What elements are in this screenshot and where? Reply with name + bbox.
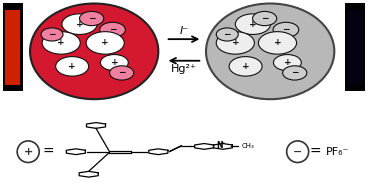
Ellipse shape (252, 11, 277, 26)
Ellipse shape (56, 57, 89, 76)
Text: +: + (110, 58, 118, 67)
Text: Hg²⁺: Hg²⁺ (171, 64, 197, 74)
Ellipse shape (206, 4, 334, 99)
Ellipse shape (216, 28, 238, 41)
Text: −: − (109, 25, 116, 34)
Text: +: + (231, 38, 239, 47)
Ellipse shape (17, 141, 39, 163)
Text: −: − (293, 147, 302, 157)
Ellipse shape (30, 4, 158, 99)
Ellipse shape (41, 28, 63, 41)
Text: +: + (57, 38, 65, 47)
Text: −: − (118, 68, 125, 77)
Text: =: = (43, 145, 54, 159)
Text: =: = (309, 145, 321, 159)
Ellipse shape (62, 14, 97, 34)
Text: N: N (217, 141, 223, 150)
Ellipse shape (100, 55, 128, 71)
Text: −: − (282, 25, 290, 34)
Text: +: + (219, 140, 225, 145)
Text: −: − (88, 14, 95, 23)
Bar (5, 10, 20, 85)
Text: PF₆⁻: PF₆⁻ (326, 147, 350, 157)
Text: +: + (284, 58, 291, 67)
Ellipse shape (110, 66, 134, 80)
Bar (345, 3, 365, 91)
Text: −: − (223, 30, 231, 39)
Ellipse shape (273, 22, 299, 37)
Text: −: − (261, 14, 268, 23)
Bar (3, 3, 23, 91)
Text: +: + (249, 20, 257, 29)
Ellipse shape (42, 32, 80, 54)
Ellipse shape (287, 141, 309, 163)
Ellipse shape (283, 66, 307, 80)
Text: +: + (68, 62, 76, 71)
Ellipse shape (79, 11, 104, 26)
Text: +: + (76, 20, 83, 29)
Text: CH₃: CH₃ (241, 143, 254, 149)
Text: +: + (101, 38, 109, 47)
Ellipse shape (273, 55, 301, 71)
Text: I⁻: I⁻ (180, 26, 188, 36)
Text: −: − (291, 68, 298, 77)
Ellipse shape (235, 14, 270, 34)
Ellipse shape (229, 57, 262, 76)
Ellipse shape (216, 32, 254, 54)
Text: −: − (48, 30, 56, 39)
Text: +: + (24, 147, 33, 157)
Ellipse shape (100, 22, 125, 37)
Ellipse shape (258, 32, 297, 54)
Bar (348, 10, 362, 85)
Text: +: + (274, 38, 281, 47)
Ellipse shape (86, 32, 124, 54)
Text: +: + (242, 62, 250, 71)
